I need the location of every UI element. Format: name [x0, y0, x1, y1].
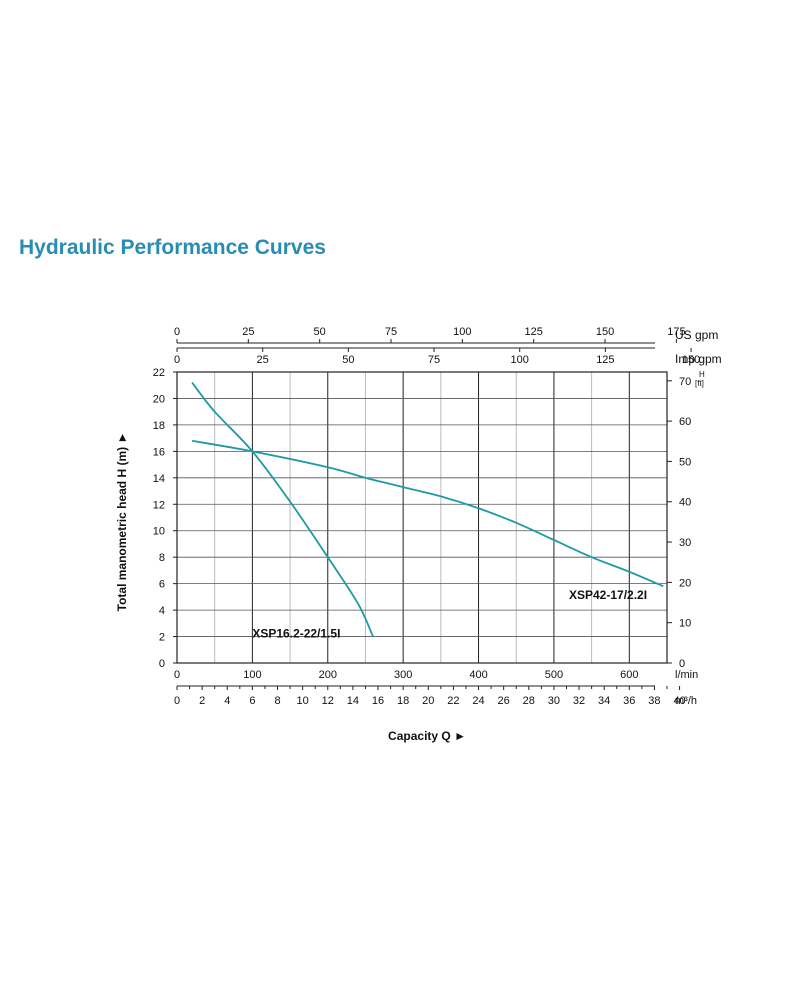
page-title: Hydraulic Performance Curves	[19, 236, 326, 259]
x-impgpm-tick-label: 125	[596, 354, 614, 366]
y-tick-label: 10	[153, 526, 165, 538]
x-m3h-unit: m³/h	[675, 695, 697, 707]
plot-frame	[176, 371, 668, 664]
x-lmin-tick-label: 100	[243, 669, 261, 681]
x-m3h-tick-label: 14	[347, 695, 359, 707]
y2-tick-label: 50	[679, 456, 691, 468]
x-lmin-unit: l/min	[675, 669, 698, 681]
x-m3h-tick-label: 28	[523, 695, 535, 707]
y2-tick-label: 20	[679, 577, 691, 589]
y-tick-label: 20	[153, 393, 165, 405]
x-usgpm-tick-label: 50	[314, 326, 326, 338]
y-tick-label: 8	[159, 552, 165, 564]
x-m3h-tick-label: 18	[397, 695, 409, 707]
y2-tick-label: 10	[679, 618, 691, 630]
x-m3h-tick-label: 0	[174, 695, 180, 707]
x-m3h-tick-label: 8	[274, 695, 280, 707]
x-usgpm-tick-label: 175	[667, 326, 685, 338]
x-usgpm-tick-label: 150	[596, 326, 614, 338]
x-usgpm-tick-label: 125	[525, 326, 543, 338]
x-impgpm-unit: Imp gpm	[675, 352, 722, 366]
x-impgpm-tick-label: 0	[174, 354, 180, 366]
x-usgpm-tick-label: 100	[453, 326, 471, 338]
x-impgpm-tick-label: 75	[428, 354, 440, 366]
x-axis-label: Capacity Q ►	[388, 729, 466, 743]
x-m3h-tick-label: 22	[447, 695, 459, 707]
y2-tick-label: 30	[679, 537, 691, 549]
y2-tick-label: 0	[679, 658, 685, 670]
x-usgpm-unit: US gpm	[675, 328, 718, 342]
y-tick-label: 0	[159, 658, 165, 670]
y-tick-label: 14	[153, 473, 165, 485]
x-m3h-tick-label: 32	[573, 695, 585, 707]
x-m3h-tick-label: 16	[372, 695, 384, 707]
x-m3h-tick-label: 2	[199, 695, 205, 707]
x-m3h-tick-label: 6	[249, 695, 255, 707]
x-lmin-tick-label: 0	[174, 669, 180, 681]
series-label-xsp16: XSP16.2-22/1.5I	[252, 626, 340, 640]
x-impgpm-tick-label: 25	[257, 354, 269, 366]
x-m3h-tick-label: 24	[472, 695, 484, 707]
x-m3h-tick-label: 20	[422, 695, 434, 707]
x-m3h-tick-label: 30	[548, 695, 560, 707]
y-tick-label: 12	[153, 499, 165, 511]
x-lmin-tick-label: 400	[469, 669, 487, 681]
x-lmin-tick-label: 200	[319, 669, 337, 681]
y2-unit-top: H	[699, 370, 705, 379]
y-tick-label: 22	[153, 367, 165, 379]
x-lmin-tick-label: 600	[620, 669, 638, 681]
x-m3h-tick-label: 4	[224, 695, 230, 707]
x-lmin-tick-label: 500	[545, 669, 563, 681]
x-impgpm-tick-label: 50	[342, 354, 354, 366]
x-impgpm-tick-label: 150	[682, 354, 700, 366]
y2-unit-bottom: [ft]	[695, 379, 704, 388]
x-usgpm-tick-label: 0	[174, 326, 180, 338]
y-tick-label: 18	[153, 420, 165, 432]
y-tick-label: 16	[153, 446, 165, 458]
x-m3h-tick-label: 40	[673, 695, 685, 707]
series-line-xsp16	[191, 382, 374, 637]
x-m3h-tick-label: 10	[297, 695, 309, 707]
series-line-xsp42	[191, 439, 664, 588]
x-impgpm-tick-label: 100	[511, 354, 529, 366]
x-m3h-tick-label: 26	[498, 695, 510, 707]
x-usgpm-tick-label: 75	[385, 326, 397, 338]
y2-tick-label: 40	[679, 497, 691, 509]
y-tick-label: 6	[159, 579, 165, 591]
series-label-xsp42: XSP42-17/2.2I	[569, 588, 647, 602]
y-tick-label: 2	[159, 632, 165, 644]
y-tick-label: 4	[159, 605, 165, 617]
y-axis-label: Total manometric head H (m) ►	[115, 432, 129, 612]
x-m3h-tick-label: 38	[648, 695, 660, 707]
x-lmin-tick-label: 300	[394, 669, 412, 681]
x-usgpm-tick-label: 25	[242, 326, 254, 338]
y2-tick-label: 60	[679, 416, 691, 428]
y2-tick-label: 70	[679, 376, 691, 388]
x-m3h-tick-label: 36	[623, 695, 635, 707]
x-m3h-tick-label: 12	[322, 695, 334, 707]
x-m3h-tick-label: 34	[598, 695, 610, 707]
